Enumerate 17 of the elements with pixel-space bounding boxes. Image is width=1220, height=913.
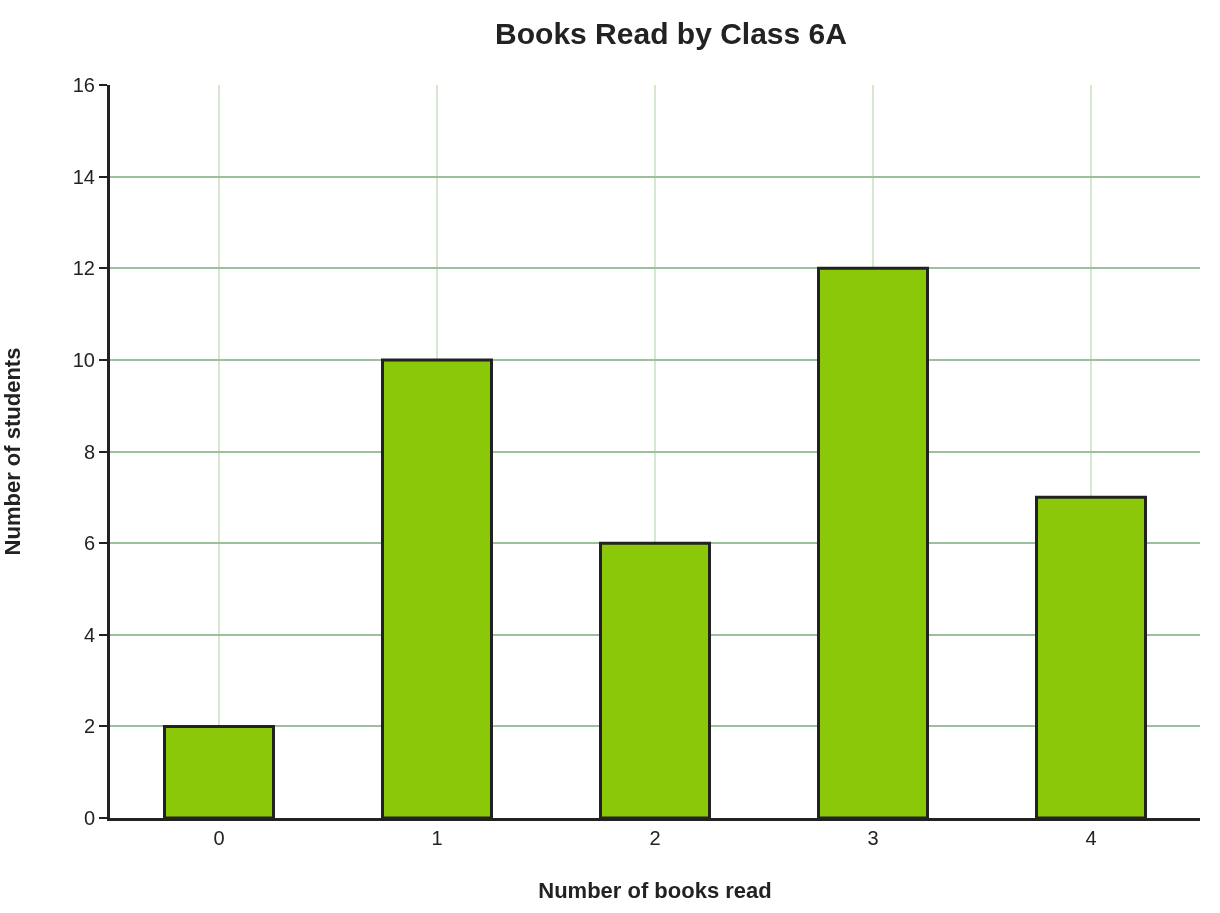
y-axis-title: Number of students bbox=[0, 347, 25, 556]
y-tick-label: 0 bbox=[83, 807, 95, 829]
x-axis-title: Number of books read bbox=[538, 877, 772, 903]
x-tick-label: 2 bbox=[649, 827, 661, 849]
y-tick-label: 16 bbox=[72, 74, 95, 96]
y-tick-label: 4 bbox=[83, 623, 95, 646]
y-tick-label: 2 bbox=[83, 715, 95, 738]
y-tick-label: 6 bbox=[83, 532, 95, 555]
x-tick-label: 3 bbox=[867, 827, 879, 849]
y-tick-label: 8 bbox=[83, 440, 95, 463]
x-tick-label: 1 bbox=[431, 827, 443, 849]
y-tick-label: 12 bbox=[72, 257, 95, 280]
chart-title: Books Read by Class 6A bbox=[495, 16, 847, 50]
x-tick-label: 0 bbox=[213, 827, 225, 849]
x-tick-label: 4 bbox=[1085, 827, 1097, 849]
y-tick-label: 14 bbox=[72, 165, 95, 188]
y-tick-label: 10 bbox=[72, 348, 95, 371]
